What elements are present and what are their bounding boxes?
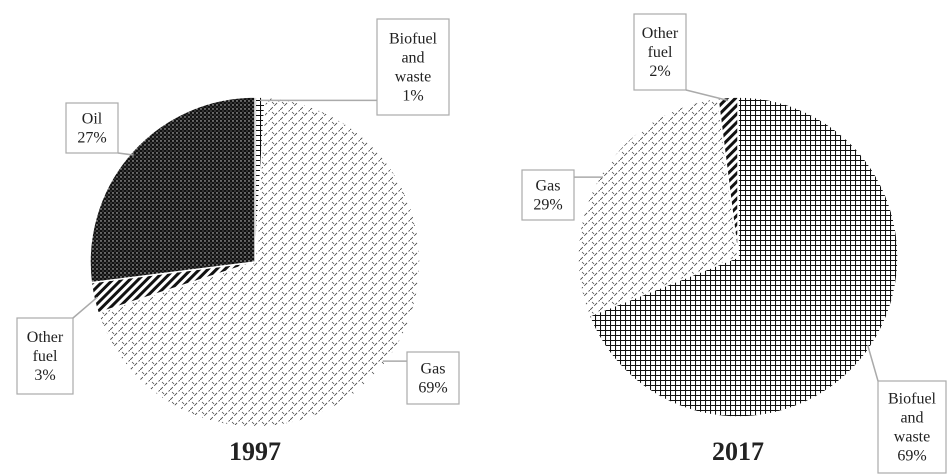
category-label: Other fuel	[642, 25, 679, 61]
pie-slice	[97, 96, 421, 428]
label-box	[521, 169, 575, 221]
category-label: Gas	[536, 178, 561, 195]
pie-slice	[577, 97, 739, 317]
value-label: 69%	[897, 448, 926, 465]
category-label: Biofuel and waste	[389, 31, 438, 86]
category-label: Oil	[82, 111, 103, 128]
pie-slice	[588, 96, 899, 418]
chart-title: 2017	[712, 437, 764, 466]
label-box	[877, 380, 947, 474]
value-label: 27%	[77, 130, 106, 147]
value-label: 2%	[649, 63, 670, 80]
leader-line	[685, 89, 729, 102]
category-label: Gas	[421, 361, 446, 378]
chart-title: 1997	[229, 437, 281, 466]
value-label: 1%	[402, 88, 423, 105]
label-box	[376, 18, 450, 116]
value-label: 3%	[34, 367, 55, 384]
label-box	[16, 317, 74, 395]
leader-line	[117, 152, 134, 156]
category-label: Biofuel and waste	[888, 391, 937, 446]
label-box	[65, 102, 119, 154]
label-box	[406, 351, 460, 405]
leader-line	[866, 344, 879, 382]
value-label: 69%	[418, 380, 447, 397]
value-label: 29%	[533, 197, 562, 214]
pie-slice	[89, 96, 256, 284]
label-box	[633, 13, 687, 91]
leader-line	[72, 296, 98, 319]
category-label: Other fuel	[27, 329, 64, 365]
